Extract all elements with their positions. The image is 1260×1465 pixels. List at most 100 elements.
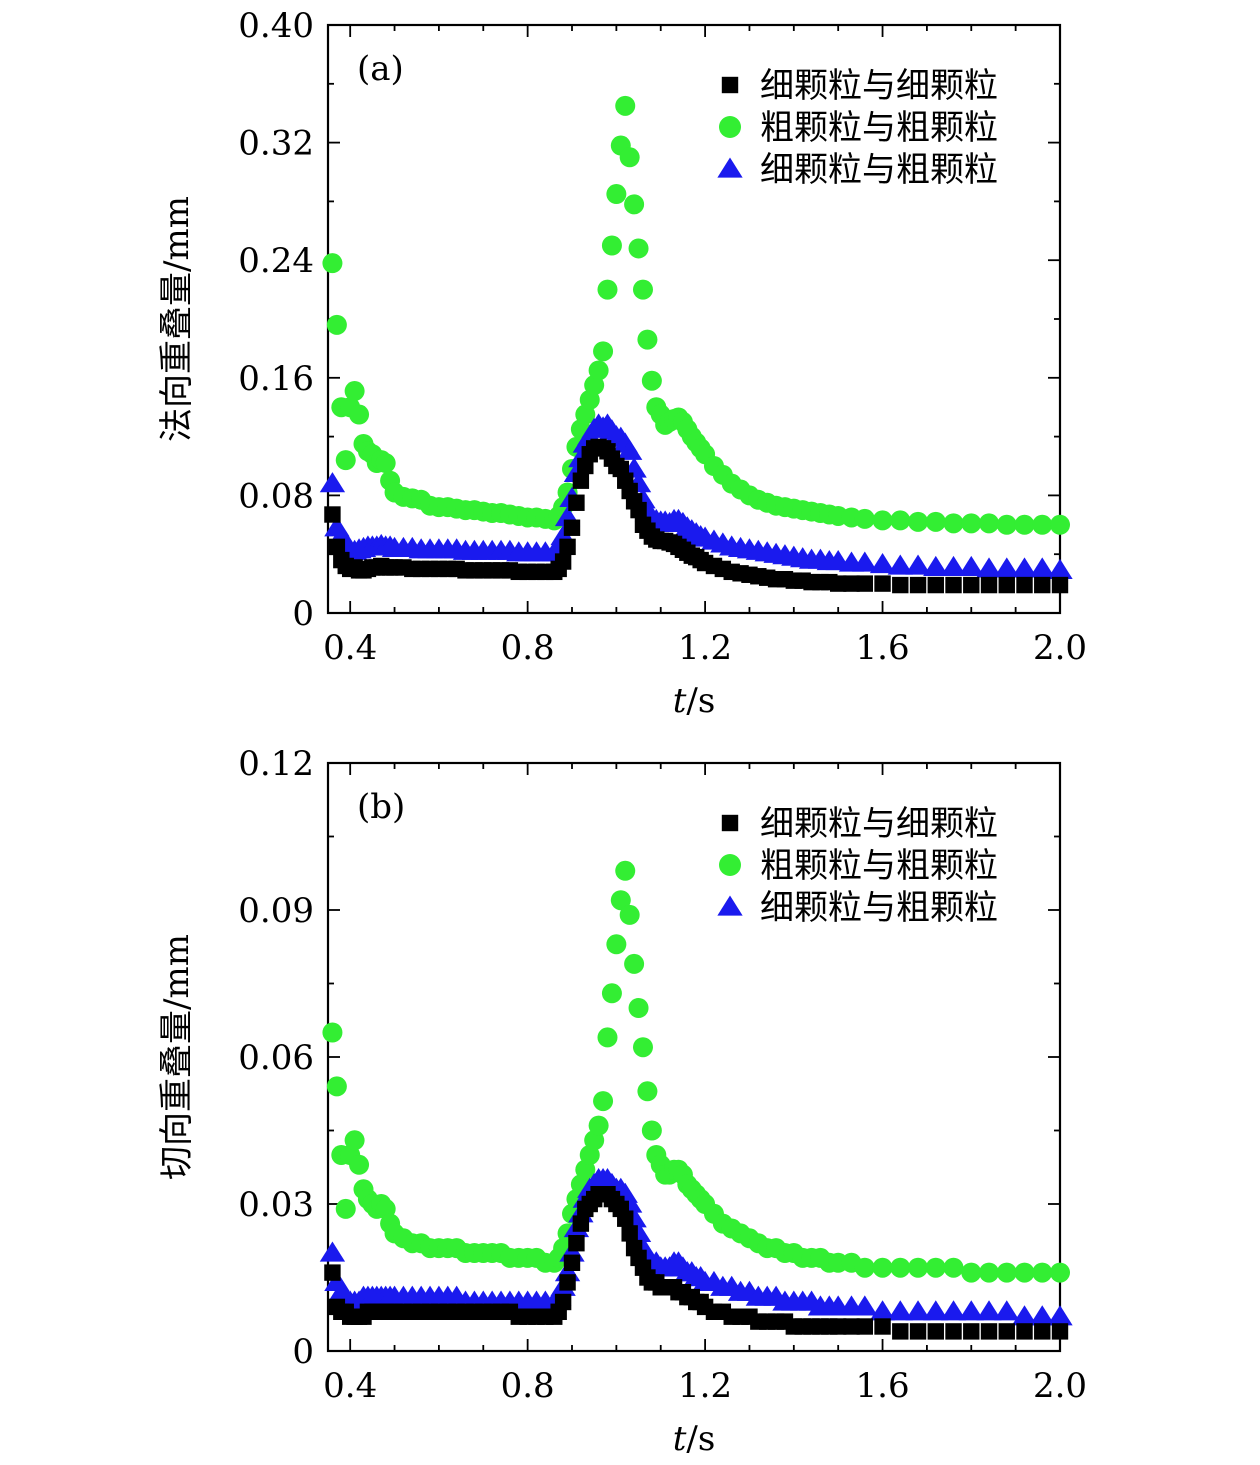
data-point-circle: [326, 1076, 347, 1097]
data-point-square: [856, 1318, 873, 1335]
data-point-circle: [615, 860, 636, 881]
data-point-triangle: [319, 472, 346, 493]
data-point-circle: [624, 194, 645, 215]
y-tick-label: 0.12: [238, 744, 314, 784]
data-point-square: [963, 1323, 980, 1340]
legend-marker-triangle: [717, 157, 743, 178]
data-point-triangle: [976, 557, 1002, 578]
data-point-square: [843, 575, 860, 592]
x-tick-label: 1.6: [856, 628, 910, 668]
data-point-circle: [615, 95, 636, 116]
data-point-square: [945, 1323, 962, 1340]
data-point-square: [568, 494, 585, 511]
data-point-triangle: [923, 1300, 949, 1321]
data-point-circle: [610, 890, 631, 911]
data-point-square: [927, 576, 944, 594]
data-point-circle: [601, 235, 622, 256]
data-point-triangle: [976, 1300, 1002, 1321]
y-tick-label: 0.03: [238, 1185, 314, 1225]
y-tick-label: 0.32: [238, 124, 314, 164]
data-points-a: [319, 95, 1073, 594]
x-axis-title-b: t/s: [673, 1419, 716, 1459]
data-point-circle: [872, 510, 893, 531]
y-axis-title-a: 法向重叠量/mm: [157, 196, 197, 442]
y-tick-label: 0: [292, 1332, 314, 1372]
data-point-circle: [624, 953, 645, 974]
data-point-circle: [326, 314, 347, 335]
data-point-square: [554, 553, 572, 570]
x-axis-title-a: t/s: [673, 681, 716, 721]
data-point-square: [892, 576, 909, 594]
data-point-square: [1051, 576, 1069, 594]
data-point-circle: [854, 508, 875, 529]
data-point-square: [559, 538, 576, 556]
data-point-square: [572, 1215, 590, 1232]
data-point-circle: [1050, 514, 1070, 535]
data-point-square: [568, 1235, 585, 1252]
data-point-triangle: [994, 1300, 1020, 1321]
data-point-triangle: [1029, 1305, 1055, 1326]
x-tick-labels-a: 0.4 0.8 1.2 1.6 2.0: [323, 628, 1087, 668]
data-point-square: [963, 576, 980, 594]
panel-a: 0 0.08 0.16 0.24 0.32 0.40 0.4 0.8 1.2 1.6 2.0 (a…: [157, 6, 1087, 721]
data-point-circle: [943, 1257, 964, 1278]
legend-marker-circle: [719, 854, 741, 876]
data-point-circle: [637, 1081, 658, 1102]
legend-marker-circle: [719, 116, 741, 138]
data-point-triangle: [1047, 1305, 1073, 1326]
data-point-triangle: [940, 555, 967, 577]
data-point-circle: [641, 370, 662, 391]
data-point-circle: [335, 450, 356, 471]
data-point-square: [1034, 1323, 1051, 1340]
data-point-square: [909, 576, 927, 594]
data-point-circle: [597, 279, 618, 300]
data-point-circle: [322, 253, 343, 274]
data-point-circle: [588, 1115, 609, 1136]
data-point-square: [563, 519, 581, 536]
data-point-circle: [344, 1130, 365, 1151]
panel-label-a: (a): [357, 49, 404, 89]
y-tick-label: 0.16: [238, 359, 314, 399]
data-point-square: [617, 1210, 634, 1227]
x-tick-label: 2.0: [1033, 1366, 1087, 1406]
data-point-circle: [632, 279, 653, 300]
data-point-circle: [601, 983, 622, 1004]
data-point-circle: [344, 381, 365, 402]
data-point-circle: [1032, 1262, 1053, 1283]
legend-label: 细颗粒与细颗粒: [760, 804, 998, 844]
data-point-square: [324, 1264, 341, 1281]
data-point-circle: [979, 513, 1000, 534]
data-point-square: [843, 1318, 860, 1335]
legend-label: 细颗粒与细颗粒: [760, 66, 998, 106]
data-point-circle: [641, 1120, 662, 1141]
x-tick-label: 0.8: [501, 1366, 555, 1406]
data-point-circle: [996, 514, 1017, 535]
data-point-circle: [619, 147, 640, 168]
data-point-triangle: [319, 1241, 346, 1262]
data-point-triangle: [1011, 1305, 1038, 1326]
data-point-circle: [375, 453, 396, 474]
data-point-triangle: [869, 552, 896, 574]
data-point-circle: [996, 1262, 1017, 1283]
data-point-circle: [606, 184, 627, 205]
data-point-square: [998, 1323, 1015, 1340]
data-point-square: [874, 575, 891, 592]
data-point-square: [621, 1225, 638, 1242]
data-point-square: [909, 1323, 927, 1340]
x-tick-label: 0.8: [501, 628, 555, 668]
data-point-triangle: [852, 551, 878, 572]
y-tick-labels-b: 0 0.03 0.06 0.09 0.12: [238, 744, 314, 1372]
data-point-circle: [593, 341, 614, 362]
data-point-square: [945, 576, 962, 594]
data-point-circle: [925, 1257, 946, 1278]
data-point-square: [328, 538, 346, 556]
data-point-circle: [961, 513, 982, 534]
data-point-circle: [1014, 1262, 1035, 1283]
data-point-circle: [637, 329, 658, 350]
data-point-triangle: [958, 1300, 984, 1321]
data-point-square: [892, 1323, 909, 1340]
legend-label: 细颗粒与粗颗粒: [760, 888, 998, 928]
